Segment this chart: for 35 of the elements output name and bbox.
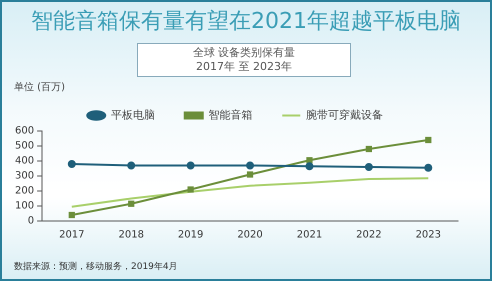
x-tick-label: 2023 [416,230,442,241]
point [424,164,432,172]
point [246,171,254,178]
x-tick-label: 2021 [296,230,322,241]
point [425,136,432,144]
y-tick-label: 400 [14,156,34,167]
y-tick-label: 100 [14,200,34,212]
point [364,163,373,171]
x-tick-label: 2017 [59,230,85,241]
legend-label: 平板电脑 [110,108,155,122]
legend-label: 智能音箱 [208,108,252,122]
point [246,162,254,170]
point [127,162,136,170]
point [128,200,134,207]
y-tick-label: 300 [14,170,34,182]
point [306,157,313,164]
x-tick-label: 2022 [356,230,382,241]
y-tick-label: 500 [14,140,34,152]
y-axis-title: 单位 (百万) [14,80,65,94]
y-tick-label: 0 [28,216,34,227]
point [68,212,75,218]
x-tick-label: 2019 [178,230,204,241]
point [305,162,314,170]
point [68,160,76,168]
x-tick-label: 2018 [118,230,144,241]
x-tick-label: 2020 [237,230,263,241]
source-note: 数据来源：预测，移动服务，2019年4月 [14,260,178,273]
y-tick-label: 200 [14,186,34,197]
point [186,162,195,170]
chart-title: 智能音箱保有量有望在2021年超越平板电脑 [30,8,462,36]
point [188,186,194,193]
chart-subtitle: 全球 设备类别保有量 2017年 至 2023年 [137,43,351,77]
point [366,146,372,152]
legend-label: 腕带可穿戴设备 [306,108,383,122]
y-tick-label: 600 [14,126,34,137]
